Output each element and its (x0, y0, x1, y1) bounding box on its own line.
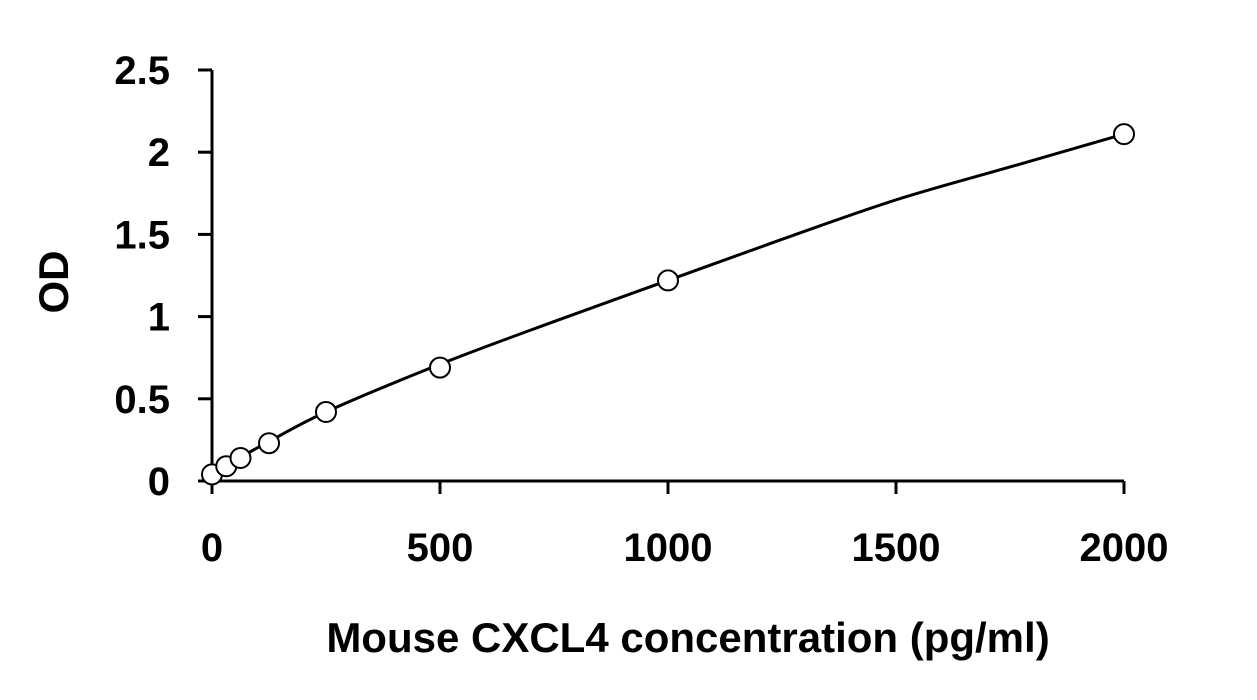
labels-layer: Mouse CXCL4 concentration (pg/ml) OD (30, 251, 1050, 662)
data-point (1113, 123, 1135, 146)
data-point (258, 432, 280, 455)
y-tick-label: 2.5 (114, 49, 170, 93)
data-point (657, 269, 679, 292)
x-tick-label: 0 (201, 526, 223, 570)
x-axis-title: Mouse CXCL4 concentration (pg/ml) (326, 614, 1049, 661)
x-tick-label: 500 (407, 526, 474, 570)
data-point (229, 446, 252, 469)
x-tick-label: 1500 (852, 526, 941, 570)
y-tick-label: 0.5 (114, 378, 170, 422)
fit-curve-line (211, 132, 1125, 475)
y-tick-label: 1 (148, 296, 170, 340)
y-tick-label: 0 (148, 460, 170, 504)
fit-curve-layer (211, 132, 1125, 475)
data-points-layer (201, 123, 1135, 486)
y-tick-label: 1.5 (114, 213, 170, 257)
x-tick-label: 2000 (1080, 526, 1169, 570)
data-point (315, 400, 337, 423)
data-point (429, 356, 451, 379)
x-tick-label: 1000 (624, 526, 713, 570)
axes-group: 0 0.5 1 1.5 2 2.5 0 500 1000 1500 2000 (114, 49, 1168, 570)
y-tick-label: 2 (148, 131, 170, 175)
y-axis-title: OD (30, 251, 77, 314)
